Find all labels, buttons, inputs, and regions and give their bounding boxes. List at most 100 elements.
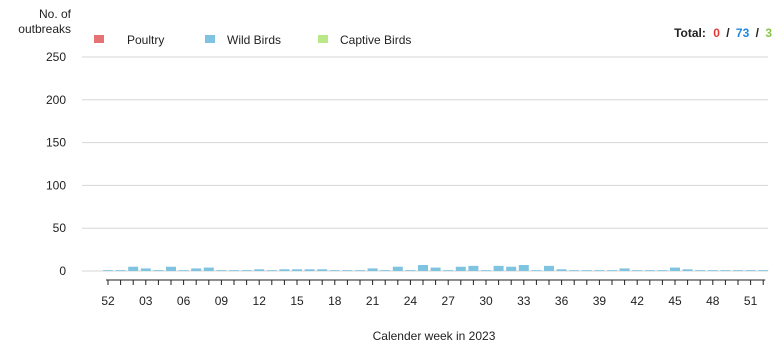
bar-wild-birds-week-03-3[interactable] [140, 268, 151, 271]
bar-wild-birds-week-41-41[interactable] [619, 268, 630, 271]
bar-wild-birds-week-05-5[interactable] [166, 266, 176, 271]
bar-wild-birds-week-37-37[interactable] [569, 270, 580, 271]
y-tick-label-50: 50 [53, 221, 67, 235]
bar-wild-birds-week-20-20[interactable] [355, 270, 365, 271]
bar-wild-birds-week-48-48[interactable] [707, 270, 718, 271]
x-tick-label-09-3: 09 [215, 294, 229, 308]
x-tick-label-51-17: 51 [744, 294, 758, 308]
bar-wild-birds-week-02-2[interactable] [128, 266, 139, 271]
bar-wild-birds-week-29-29[interactable] [468, 265, 479, 271]
legend-swatch-captive-birds [318, 35, 328, 43]
x-tick-label-45-15: 45 [668, 294, 682, 308]
bar-wild-birds-week-12-12[interactable] [254, 269, 265, 271]
legend-label-captive-birds: Captive Birds [340, 33, 411, 47]
bar-wild-birds-week-47-47[interactable] [695, 270, 706, 271]
total-separator-1: / [726, 26, 730, 40]
bar-wild-birds-week-31-31[interactable] [493, 265, 504, 271]
x-axis: 52 03 06 09 12 15 18 21 24 27 30 33 36 39 42 45 48 51 [101, 279, 766, 308]
legend-swatch-wild-birds [205, 35, 215, 43]
x-tick-label-48-16: 48 [706, 294, 720, 308]
bar-wild-birds-week-46-46[interactable] [682, 269, 693, 271]
bar-wild-birds-week-36-36[interactable] [556, 269, 567, 271]
legend-label-poultry: Poultry [127, 33, 164, 47]
y-axis: 0 50 100 150 200 250 [46, 50, 66, 278]
total-poultry: 0 [713, 26, 720, 40]
bar-wild-birds-week-52-52[interactable] [758, 270, 769, 271]
bar-wild-birds-week-33-33[interactable] [518, 265, 529, 271]
bar-wild-birds-week-28-28[interactable] [455, 266, 466, 271]
bar-wild-birds-week-39-39[interactable] [594, 270, 605, 271]
bar-wild-birds-week-32-32[interactable] [506, 266, 517, 271]
bar-wild-birds-week-08-8[interactable] [203, 267, 214, 271]
x-tick-label-36-12: 36 [555, 294, 569, 308]
x-tick-label-03-1: 03 [139, 294, 153, 308]
x-tick-label-18-6: 18 [328, 294, 342, 308]
legend-item-poultry[interactable]: Poultry [94, 33, 164, 47]
x-tick-label-33-11: 33 [517, 294, 531, 308]
legend: Poultry Wild Birds Captive Birds [94, 33, 411, 47]
bar-wild-birds-week-50-50[interactable] [733, 270, 743, 271]
x-tick-label-06-2: 06 [177, 294, 191, 308]
x-tick-label-24-8: 24 [404, 294, 418, 308]
y-axis-title-line2: outbreaks [18, 22, 71, 36]
x-tick-label-52-0: 52 [101, 294, 115, 308]
x-tick-label-27-9: 27 [442, 294, 456, 308]
bar-wild-birds-week-30-30[interactable] [481, 270, 491, 271]
bar-wild-birds-week-16-16[interactable] [304, 269, 315, 271]
bars [103, 265, 769, 271]
x-axis-title: Calender week in 2023 [373, 329, 496, 341]
bar-wild-birds-week-38-38[interactable] [581, 270, 592, 271]
bar-wild-birds-week-42-42[interactable] [632, 270, 643, 271]
bar-wild-birds-week-18-18[interactable] [329, 270, 340, 271]
bar-wild-birds-week-40-40[interactable] [607, 270, 617, 271]
bar-wild-birds-week-49-49[interactable] [720, 270, 731, 271]
total-captive-birds: 3 [765, 26, 772, 40]
bar-wild-birds-week-22-22[interactable] [380, 270, 391, 271]
y-tick-label-100: 100 [46, 178, 66, 192]
bar-wild-birds-week-09-9[interactable] [216, 270, 227, 271]
bar-wild-birds-week-01-1[interactable] [115, 270, 126, 271]
legend-swatch-poultry [94, 35, 104, 43]
x-tick-label-42-14: 42 [631, 294, 645, 308]
bar-wild-birds-week-23-23[interactable] [392, 266, 403, 271]
bar-wild-birds-week-13-13[interactable] [266, 270, 277, 271]
bar-wild-birds-week-52-0[interactable] [103, 270, 113, 271]
legend-item-wild-birds[interactable]: Wild Birds [205, 33, 281, 47]
gridlines [82, 56, 768, 272]
bar-wild-birds-week-26-26[interactable] [430, 267, 441, 271]
bar-wild-birds-week-10-10[interactable] [229, 270, 239, 271]
total-separator-2: / [756, 26, 760, 40]
bar-wild-birds-week-34-34[interactable] [531, 270, 542, 271]
bar-wild-birds-week-43-43[interactable] [644, 270, 655, 271]
y-tick-label-150: 150 [46, 136, 66, 150]
x-tick-label-39-13: 39 [593, 294, 607, 308]
bar-wild-birds-week-19-19[interactable] [342, 270, 353, 271]
bar-wild-birds-week-04-4[interactable] [153, 270, 164, 271]
bar-wild-birds-week-14-14[interactable] [279, 269, 290, 271]
bar-wild-birds-week-24-24[interactable] [405, 270, 416, 271]
bar-wild-birds-week-51-51[interactable] [745, 270, 756, 271]
bar-wild-birds-week-27-27[interactable] [443, 270, 454, 271]
x-tick-label-30-10: 30 [479, 294, 493, 308]
y-tick-label-200: 200 [46, 93, 66, 107]
x-tick-label-15-5: 15 [290, 294, 304, 308]
bar-wild-birds-week-11-11[interactable] [241, 270, 252, 271]
bar-wild-birds-week-17-17[interactable] [317, 269, 328, 271]
total-label: Total: [674, 26, 706, 40]
bar-wild-birds-week-44-44[interactable] [657, 270, 668, 271]
legend-item-captive-birds[interactable]: Captive Birds [318, 33, 411, 47]
y-axis-title-line1: No. of [39, 7, 72, 21]
y-tick-label-0: 0 [59, 264, 66, 278]
bar-wild-birds-week-07-7[interactable] [191, 268, 202, 271]
bar-wild-birds-week-06-6[interactable] [178, 270, 189, 271]
bar-wild-birds-week-15-15[interactable] [292, 269, 302, 271]
bar-wild-birds-week-25-25[interactable] [418, 265, 428, 271]
x-tick-label-21-7: 21 [366, 294, 380, 308]
bar-wild-birds-week-21-21[interactable] [367, 268, 378, 271]
x-tick-label-12-4: 12 [253, 294, 267, 308]
bar-wild-birds-week-35-35[interactable] [544, 265, 554, 271]
legend-label-wild-birds: Wild Birds [227, 33, 281, 47]
bar-wild-birds-week-45-45[interactable] [670, 267, 680, 271]
